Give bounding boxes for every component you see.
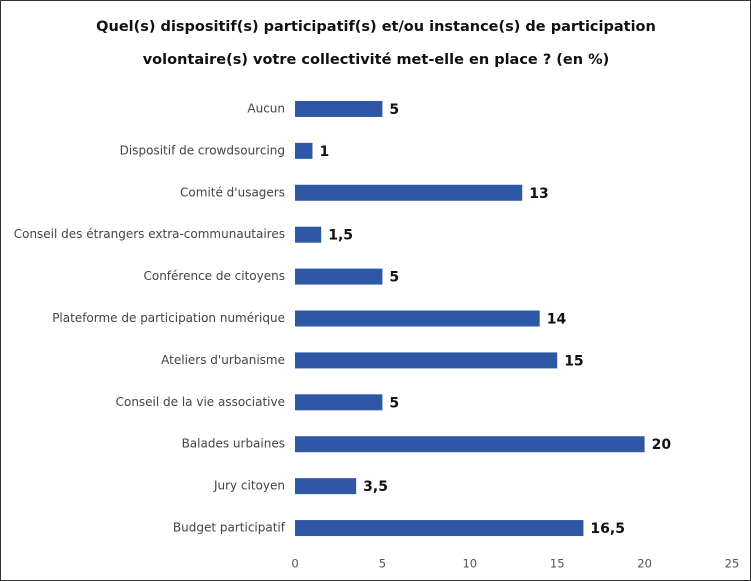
x-tick-label: 5 [379, 557, 386, 571]
x-tick-label: 15 [550, 557, 565, 571]
value-label: 20 [652, 437, 672, 453]
x-tick-label: 0 [291, 557, 298, 571]
bar [295, 226, 322, 243]
bar [295, 184, 523, 201]
value-label: 1,5 [328, 228, 353, 244]
x-tick-label: 20 [637, 557, 652, 571]
value-label: 3,5 [363, 479, 388, 495]
value-label: 13 [529, 186, 548, 202]
y-tick-label: Plateforme de participation numérique [52, 311, 285, 325]
bar [295, 352, 558, 369]
value-label: 1 [319, 144, 329, 160]
bar [295, 436, 645, 453]
bar [295, 100, 383, 117]
y-tick-label: Budget participatif [173, 521, 286, 535]
value-label: 5 [389, 395, 399, 411]
value-label: 5 [389, 270, 399, 286]
bar [295, 478, 357, 495]
y-tick-label: Jury citoyen [213, 479, 285, 493]
y-tick-label: Aucun [247, 101, 285, 115]
y-tick-label: Conseil de la vie associative [116, 395, 285, 409]
bar [295, 520, 584, 537]
value-label: 15 [564, 353, 583, 369]
y-tick-label: Conseil des étrangers extra-communautair… [14, 227, 285, 241]
value-label: 5 [389, 102, 399, 118]
y-tick-label: Ateliers d'urbanisme [161, 353, 285, 367]
bar [295, 310, 540, 327]
bar [295, 394, 383, 411]
value-label: 14 [547, 312, 567, 328]
y-tick-label: Comité d'usagers [180, 185, 285, 199]
x-tick-label: 25 [725, 557, 740, 571]
value-label: 16,5 [590, 521, 625, 537]
x-tick-label: 10 [462, 557, 477, 571]
chart-title: Quel(s) dispositif(s) participatif(s) et… [96, 19, 656, 68]
bar [295, 268, 383, 285]
y-tick-label: Conférence de citoyens [143, 269, 285, 283]
y-tick-label: Balades urbaines [182, 437, 285, 451]
y-tick-label: Dispositif de crowdsourcing [120, 143, 285, 157]
bar [295, 142, 313, 159]
